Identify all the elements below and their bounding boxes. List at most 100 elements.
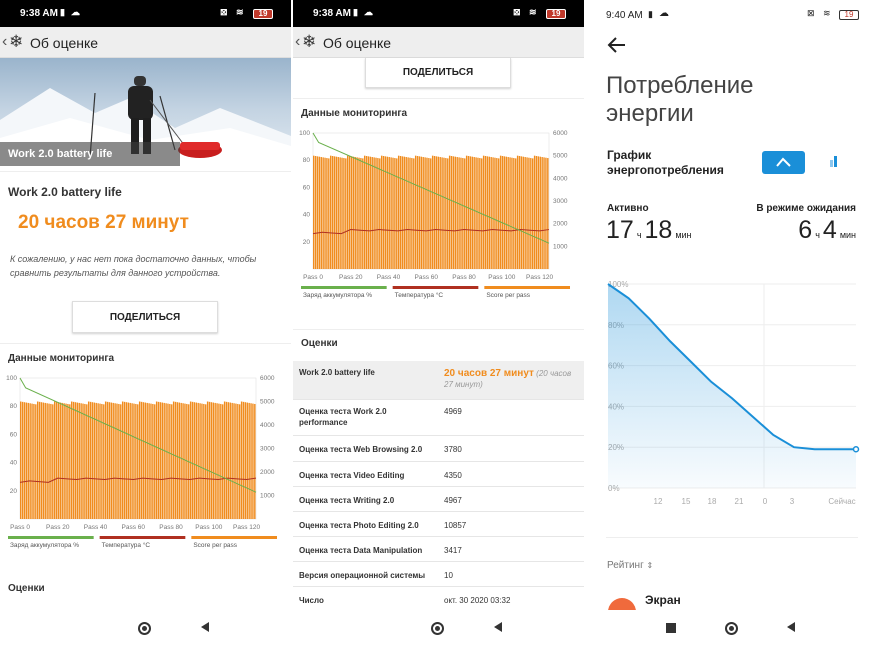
current-point [852,445,860,453]
score-bar [533,155,536,269]
score-bar [503,156,506,269]
home-icon[interactable] [138,622,151,635]
score-bar [101,403,103,519]
left-tick-label: 80 [10,403,18,410]
no-sim-icon: ⊠ [513,7,521,17]
back-icon[interactable]: ‹ [2,33,8,50]
score-bar [93,402,96,519]
score-bar [371,157,373,269]
score-bar [448,155,451,269]
score-bar [435,156,438,269]
share-button[interactable]: ПОДЕЛИТЬСЯ [72,301,218,333]
score-bar [356,157,358,269]
score-bar [29,403,31,519]
battery-icon: 19 [253,9,273,19]
scores-card: Оценки [293,330,584,362]
legend-label: Score per pass [193,542,237,549]
x-tick-label: 21 [735,497,744,506]
x-tick-label: Pass 60 [122,524,146,531]
score-bar [244,402,247,519]
score-bar [396,158,398,269]
score-bar [225,401,228,519]
nav-bar [586,610,877,647]
score-bar [65,403,67,519]
chart-divider [606,537,858,538]
score-bar [313,155,315,269]
line-graph-toggle[interactable] [762,151,805,174]
score-bar [201,403,203,519]
score-bar [154,404,156,519]
score-bar [123,401,126,519]
back-nav-icon[interactable] [494,622,502,632]
score-bar [541,157,543,269]
row-label: Оценка теста Video Editing [299,471,405,480]
result-note: К сожалению, у нас нет пока достаточно д… [10,254,257,278]
x-tick-label: Pass 120 [526,274,553,281]
score-bar [475,157,477,269]
score-bar [104,401,107,519]
score-bar [518,156,521,269]
score-bar [91,402,94,519]
left-tick-label: 20 [303,239,311,246]
score-bar [133,403,135,519]
score-bar [87,401,90,519]
score-bar [61,402,63,519]
cloud-icon: ☁ [71,7,80,17]
score-bar [36,401,39,519]
recents-icon[interactable] [666,623,676,633]
back-nav-icon[interactable] [201,622,209,632]
score-bar [443,157,445,269]
home-icon[interactable] [725,622,738,635]
score-bar [430,158,432,269]
score-bar [377,158,379,269]
score-bar [152,403,154,519]
x-tick-label: Pass 0 [10,524,30,531]
score-bar [137,404,139,519]
score-bar [333,156,336,269]
score-bar [547,158,549,269]
score-bar [252,403,254,519]
score-bar [210,402,213,519]
rating-sort[interactable]: Рейтинг ⇕ [607,560,653,571]
score-bar [76,402,79,519]
back-nav-icon[interactable] [787,622,795,632]
score-bar [127,402,130,519]
score-bar [171,404,173,519]
row-label: Оценка теста Web Browsing 2.0 [299,445,423,454]
home-icon[interactable] [431,622,444,635]
bar-chart-icon [830,156,837,167]
score-bar [413,158,415,269]
score-bar [516,155,519,269]
table-row: Оценка теста Writing 2.0 4967 [293,487,584,512]
right-tick-label: 1000 [553,243,568,250]
hero-label: Work 2.0 battery life [0,142,180,166]
score-bar [420,156,423,269]
back-arrow-icon[interactable] [607,37,627,53]
status-bar: 9:38 AM ▮ ☁ ⊠ ≋ 19 [293,0,584,27]
score-bar [169,403,171,519]
back-icon[interactable]: ‹ [295,33,301,50]
score-bar [120,404,122,519]
share-button[interactable]: ПОДЕЛИТЬСЯ [365,58,511,88]
score-bar [513,158,515,269]
score-bar [25,402,28,519]
score-bar [322,157,324,269]
bar-graph-toggle[interactable] [822,151,852,174]
page-title: Потребление энергии [606,72,754,127]
right-tick-label: 1000 [260,493,275,500]
score-bar [82,403,84,519]
share-area: ПОДЕЛИТЬСЯ [293,58,584,98]
right-tick-label: 2000 [553,221,568,228]
standby-time: 6 ч 4 мин [798,216,856,245]
score-bar [388,157,390,269]
temperature-line [19,477,257,483]
score-bar [250,403,252,519]
standby-label: В режиме ожидания [756,203,856,214]
score-bar [490,157,492,269]
row-value: 10857 [444,521,467,530]
score-bar [379,158,381,269]
active-minutes: 18 [644,216,673,244]
legend-swatch [392,286,479,289]
score-bar [401,156,404,269]
y-tick-label: 0% [608,484,620,493]
